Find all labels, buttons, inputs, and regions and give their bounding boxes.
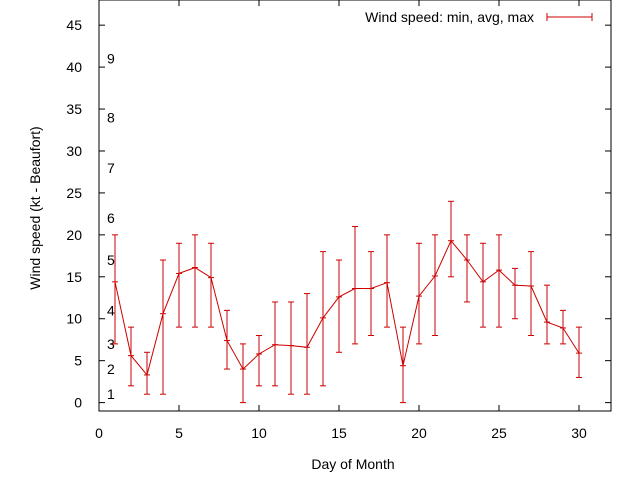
y-tick-label: 15 (66, 269, 82, 285)
y-tick-label: 25 (66, 185, 82, 201)
x-tick-label: 10 (251, 425, 267, 441)
beaufort-label: 9 (107, 51, 115, 67)
beaufort-label: 8 (107, 109, 115, 125)
y-tick-label: 40 (66, 59, 82, 75)
beaufort-label: 2 (107, 361, 115, 377)
y-tick-label: 5 (74, 353, 82, 369)
series (112, 200, 582, 404)
y-tick-label: 20 (66, 227, 82, 243)
legend-label: Wind speed: min, avg, max (365, 9, 534, 25)
beaufort-label: 7 (107, 160, 115, 176)
x-tick-label: 30 (571, 425, 587, 441)
beaufort-label: 1 (107, 386, 115, 402)
x-tick-label: 20 (411, 425, 427, 441)
y-tick-label: 45 (66, 17, 82, 33)
series-layer (112, 200, 582, 404)
x-tick-label: 15 (331, 425, 347, 441)
beaufort-label: 6 (107, 210, 115, 226)
x-tick-label: 0 (95, 425, 103, 441)
x-axis-label: Day of Month (311, 456, 394, 472)
y-tick-label: 0 (74, 395, 82, 411)
x-tick-label: 5 (175, 425, 183, 441)
y-tick-label: 30 (66, 143, 82, 159)
beaufort-label: 4 (107, 302, 115, 318)
avg-line (114, 239, 580, 376)
y-axis-label: Wind speed (kt - Beaufort) (27, 126, 43, 289)
beaufort-label: 3 (107, 336, 115, 352)
y-tick-label: 35 (66, 101, 82, 117)
y-tick-label: 10 (66, 311, 82, 327)
legend: Wind speed: min, avg, max (365, 9, 593, 25)
plot-frame (98, 0, 612, 412)
beaufort-label: 5 (107, 252, 115, 268)
beaufort-scale: 1 2 3 4 5 6 7 8 9 (107, 51, 115, 403)
x-tick-label: 25 (491, 425, 507, 441)
